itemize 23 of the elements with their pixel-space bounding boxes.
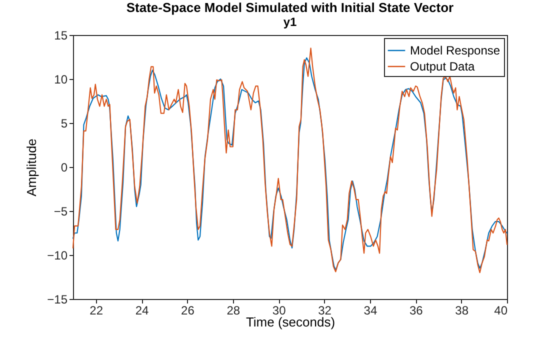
x-tick-label: 36	[409, 304, 424, 318]
x-tick-label: 26	[181, 304, 195, 318]
legend-label: Output Data	[410, 60, 476, 74]
x-tick-label: 28	[226, 304, 240, 318]
y-tick-label: 15	[54, 28, 68, 42]
y-tick-label: 10	[54, 72, 68, 86]
x-tick-label: 32	[318, 304, 332, 318]
x-axis-title: Time (seconds)	[246, 314, 336, 330]
y-tick-label: −5	[54, 204, 68, 218]
chart-title: State-Space Model Simulated with Initial State Vector	[126, 0, 454, 15]
y-axis-title: Amplitude	[24, 138, 40, 196]
y-tick-label: −15	[47, 292, 68, 306]
x-tick-label: 38	[455, 304, 469, 318]
x-tick-label: 30	[272, 304, 286, 318]
y-tick-label: 0	[60, 160, 68, 174]
x-tick-label: 34	[364, 304, 378, 318]
x-tick-label: 22	[90, 304, 104, 318]
y-tick-label: 5	[60, 116, 68, 130]
y-tick-label: −10	[47, 248, 68, 262]
x-tick-label: 24	[135, 304, 150, 318]
x-tick-label: 40	[494, 304, 508, 318]
chart-subtitle: y1	[283, 15, 297, 29]
legend-label: Model Response	[410, 44, 500, 58]
